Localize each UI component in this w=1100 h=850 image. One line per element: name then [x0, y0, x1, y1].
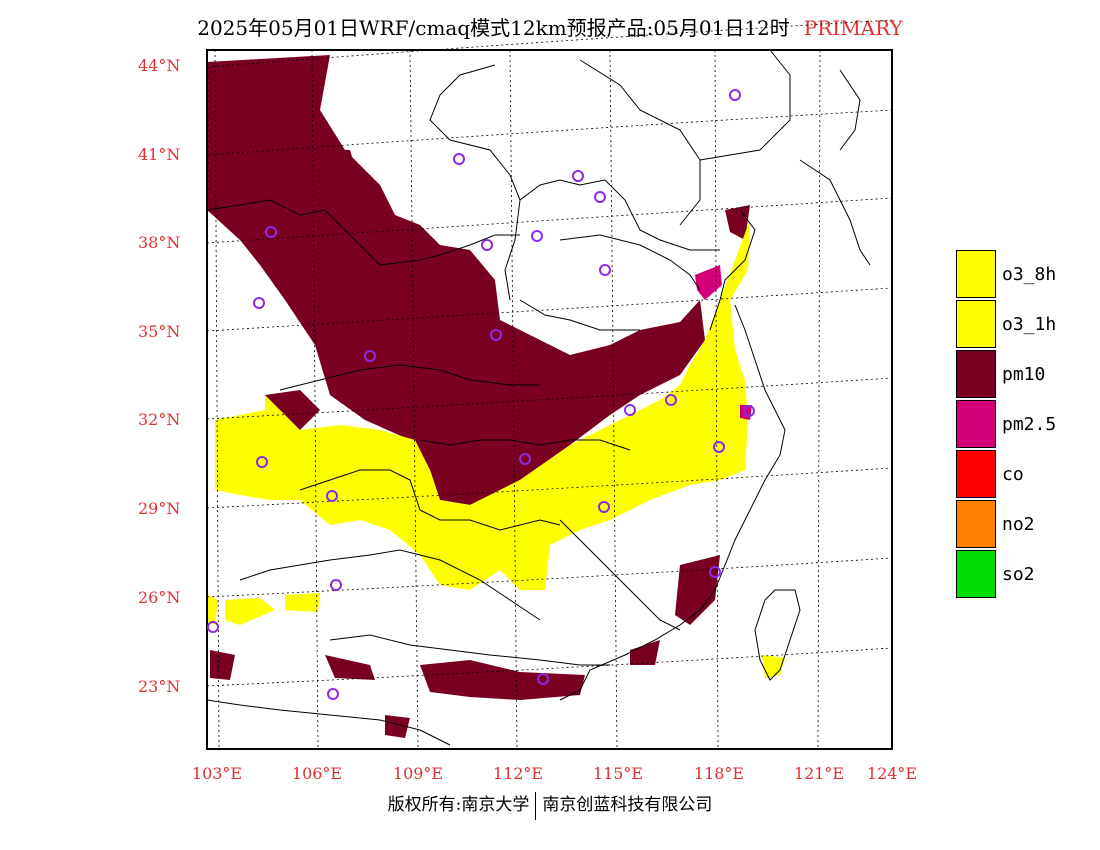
- copyright-left: 版权所有:南京大学: [387, 795, 530, 815]
- legend-swatch: [956, 300, 996, 348]
- legend-item-co: co: [956, 449, 1056, 499]
- lat-label-23n: 23°N: [138, 677, 181, 696]
- legend-item-no2: no2: [956, 499, 1056, 549]
- copyright-right: 南京创蓝科技有限公司: [542, 795, 713, 815]
- station-markers: [207, 89, 755, 700]
- legend-label: pm10: [1002, 363, 1046, 385]
- graticule: [206, 19, 893, 750]
- legend-label: pm2.5: [1002, 413, 1057, 435]
- legend-swatch: [956, 400, 996, 448]
- lon-label-118e: 118°E: [693, 764, 745, 783]
- legend-label: no2: [1002, 513, 1035, 535]
- pollutant-legend: o3_8h o3_1h pm10 pm2.5 co no2 so2: [956, 249, 1056, 599]
- lon-label-115e: 115°E: [592, 764, 644, 783]
- map-frame: [206, 49, 893, 750]
- legend-item-pm10: pm10: [956, 349, 1056, 399]
- boundaries: [206, 49, 871, 746]
- o3-region: [208, 220, 785, 678]
- lat-label-32n: 32°N: [138, 410, 181, 429]
- lat-label-29n: 29°N: [138, 499, 181, 518]
- legend-swatch: [956, 350, 996, 398]
- lon-label-121e: 121°E: [793, 764, 845, 783]
- legend-label: o3_8h: [1002, 263, 1057, 285]
- legend-label: so2: [1002, 563, 1035, 585]
- legend-label: o3_1h: [1002, 313, 1057, 335]
- legend-swatch: [956, 450, 996, 498]
- copyright-footer: 版权所有:南京大学 南京创蓝科技有限公司: [0, 790, 1100, 820]
- legend-item-pm2-5: pm2.5: [956, 399, 1056, 449]
- lon-label-106e: 106°E: [291, 764, 343, 783]
- legend-swatch: [956, 250, 996, 298]
- lon-label-112e: 112°E: [492, 764, 544, 783]
- legend-swatch: [956, 500, 996, 548]
- legend-item-o3-1h: o3_1h: [956, 299, 1056, 349]
- legend-item-so2: so2: [956, 549, 1056, 599]
- lat-label-41n: 41°N: [138, 145, 181, 164]
- legend-item-o3-8h: o3_8h: [956, 249, 1056, 299]
- lon-label-124e: 124°E: [866, 764, 918, 783]
- lat-label-38n: 38°N: [138, 233, 181, 252]
- footer-separator: [535, 791, 537, 820]
- lat-label-26n: 26°N: [138, 588, 181, 607]
- legend-swatch: [956, 550, 996, 598]
- title-text: 2025年05月01日WRF/cmaq模式12km预报产品:05月01日12时: [197, 16, 790, 40]
- lat-label-35n: 35°N: [138, 322, 181, 341]
- legend-label: co: [1002, 463, 1024, 485]
- lat-label-44n: 44°N: [138, 56, 181, 75]
- lon-label-103e: 103°E: [191, 764, 243, 783]
- lon-label-109e: 109°E: [392, 764, 444, 783]
